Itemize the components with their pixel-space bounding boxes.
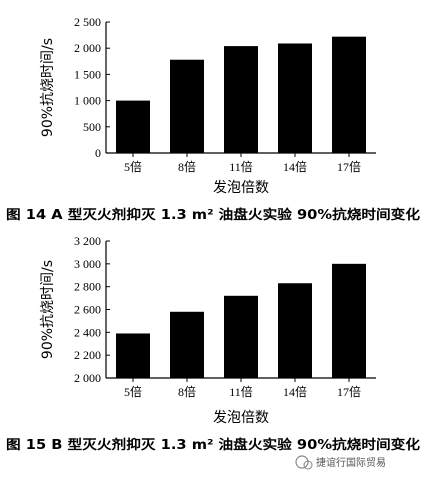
bar-14倍 bbox=[278, 43, 312, 153]
x-tick-label: 17倍 bbox=[337, 384, 361, 399]
y-axis-title: 90%抗烧时间/s bbox=[40, 260, 56, 359]
y-axis-title: 90%抗烧时间/s bbox=[40, 38, 56, 137]
chart-14: 0 500 1 000 1 500 2 000 2 500 5倍 8倍 11倍 14倍 17倍发泡倍… bbox=[6, 15, 420, 223]
y-tick-label: 2 800 bbox=[74, 280, 101, 294]
y-tick-label: 2 500 bbox=[74, 15, 101, 29]
x-tick-label: 14倍 bbox=[283, 159, 307, 174]
wechat-icon-inner bbox=[303, 460, 313, 470]
y-tick-label: 1 500 bbox=[74, 67, 101, 81]
bar-8倍 bbox=[170, 311, 204, 378]
x-tick-label: 11倍 bbox=[229, 159, 253, 174]
bar-5倍 bbox=[116, 100, 150, 153]
y-tick-label: 1 000 bbox=[74, 94, 101, 108]
x-axis-title: 发泡倍数 bbox=[213, 410, 269, 426]
y-tick-label: 2 400 bbox=[74, 325, 101, 339]
x-tick-label: 17倍 bbox=[337, 159, 361, 174]
chart-15: 2 000 2 200 2 400 2 600 2 800 3 000 3 200 5倍 8倍 1… bbox=[6, 234, 420, 453]
y-tick-label: 500 bbox=[83, 120, 101, 134]
x-tick-label: 14倍 bbox=[283, 384, 307, 399]
y-tick-label: 0 bbox=[95, 146, 101, 160]
bar-17倍 bbox=[332, 36, 366, 154]
y-tick-label: 2 600 bbox=[74, 303, 101, 317]
bar-11倍 bbox=[224, 46, 258, 153]
watermark-text: 捷谊行国际贸易 bbox=[316, 456, 386, 469]
y-tick-label: 3 200 bbox=[74, 234, 101, 248]
bar-8倍 bbox=[170, 59, 204, 154]
y-tick-label: 2 000 bbox=[74, 41, 101, 55]
x-tick-label: 5倍 bbox=[124, 384, 142, 399]
wechat-icon bbox=[295, 455, 309, 469]
bar-11倍 bbox=[224, 295, 258, 378]
x-axis-title: 发泡倍数 bbox=[213, 180, 269, 196]
figure-caption: 图 15 B 型灭火剂抑灭 1.3 m² 油盘火实验 90%抗烧时间变化 bbox=[6, 437, 420, 453]
x-tick-label: 5倍 bbox=[124, 159, 142, 174]
x-tick-label: 11倍 bbox=[229, 384, 253, 399]
figure-caption: 图 14 A 型灭火剂抑灭 1.3 m² 油盘火实验 90%抗烧时间变化 bbox=[6, 207, 420, 223]
y-tick-label: 2 200 bbox=[74, 348, 101, 362]
x-tick-label: 8倍 bbox=[178, 384, 196, 399]
bar-17倍 bbox=[332, 263, 366, 378]
y-tick-label: 2 000 bbox=[74, 371, 101, 385]
x-tick-label: 8倍 bbox=[178, 159, 196, 174]
watermark: 捷谊行国际贸易 bbox=[295, 455, 386, 470]
bar-5倍 bbox=[116, 333, 150, 378]
y-tick-label: 3 000 bbox=[74, 257, 101, 271]
bar-14倍 bbox=[278, 283, 312, 378]
